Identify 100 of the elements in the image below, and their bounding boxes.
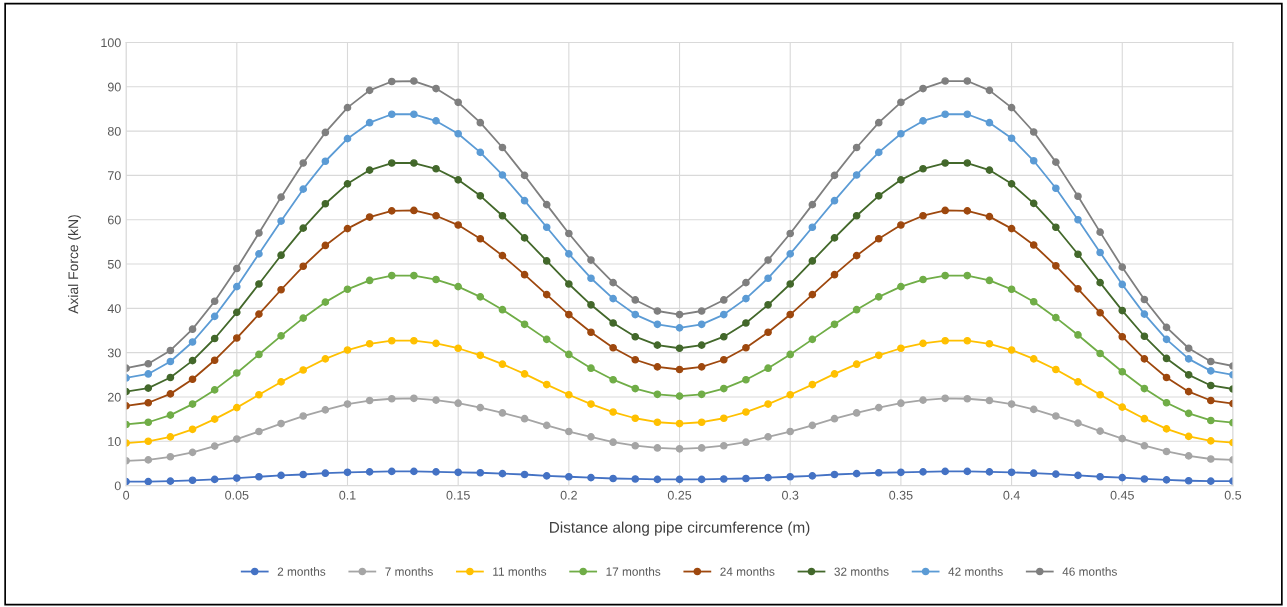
point [410,271,418,280]
point [941,110,949,119]
point [210,297,219,306]
point [542,257,551,265]
point [387,336,396,345]
point [299,185,308,193]
point [742,343,750,352]
point [719,441,728,450]
point [321,241,330,250]
point [1029,128,1038,136]
point [1162,398,1171,407]
point [1140,310,1149,318]
point [587,328,595,337]
point [432,117,440,125]
point [830,270,839,279]
point [808,290,817,299]
point [941,206,949,215]
point [697,418,706,427]
point [609,438,617,446]
point [299,366,308,374]
point [852,143,861,152]
point [210,386,219,394]
x-tick-label: 0.1 [339,490,356,500]
point [210,312,219,321]
point [454,468,462,477]
point [1096,248,1104,257]
point [1029,156,1038,165]
point [498,143,507,152]
y-tick-label: 20 [107,392,121,402]
point [1206,437,1215,445]
point [697,320,706,329]
point [653,307,662,315]
point [166,390,175,398]
point [255,472,263,481]
point [365,339,374,348]
point [631,296,640,304]
point [963,467,972,476]
point [277,332,285,340]
point [786,229,795,238]
point [941,336,949,345]
point [786,427,795,436]
point [432,468,440,476]
point [874,293,883,301]
point [742,294,750,303]
y-tick-label: 10 [108,437,121,446]
point [188,476,197,485]
point [985,339,994,348]
point [587,256,595,264]
point [830,196,839,205]
y-tick-label: 40 [107,304,121,314]
point [1206,396,1215,405]
point [808,421,817,430]
point [498,211,507,220]
point [454,98,462,107]
point [1118,306,1127,315]
point [188,356,197,365]
point [188,375,197,384]
point [1118,367,1127,376]
point [874,351,883,360]
point [609,375,617,384]
point [1074,285,1082,293]
point [387,271,396,280]
point [587,274,595,283]
point [1184,387,1193,396]
point [1140,441,1149,450]
point [321,128,330,137]
point [232,264,241,273]
point [277,193,285,201]
point [432,164,440,173]
point [365,468,374,476]
point [498,409,507,417]
point [919,117,927,125]
point [1206,416,1215,425]
point [144,418,153,427]
point [1118,280,1127,289]
point [985,212,994,221]
y-tick-label: 60 [108,215,121,225]
point [520,414,529,423]
point [520,196,529,205]
point [653,320,662,329]
point [631,475,640,483]
y-tick-label: 80 [107,126,121,136]
point [675,344,684,353]
y-tick-label: 70 [108,171,121,181]
point [520,470,529,479]
point [387,394,396,403]
point [520,171,529,180]
point [1029,405,1038,414]
point [476,293,485,301]
point [786,350,795,359]
point [144,359,153,368]
point [565,427,573,436]
point [764,300,772,309]
point [1096,228,1104,236]
point [387,467,396,476]
point [874,403,883,412]
point [565,310,573,319]
point [1074,471,1082,480]
point [166,477,175,485]
point [874,148,883,157]
